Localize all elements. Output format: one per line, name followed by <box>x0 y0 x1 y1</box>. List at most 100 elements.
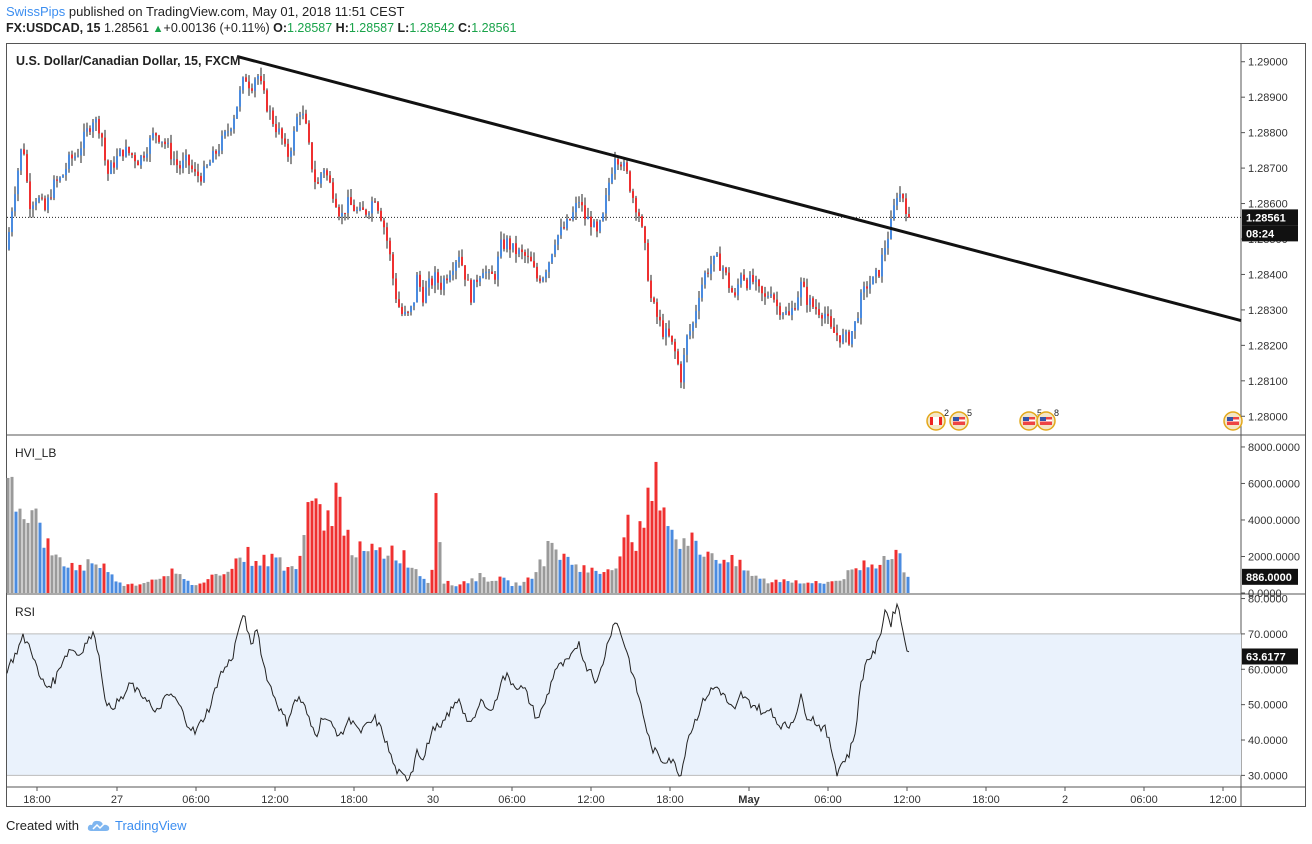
candle-body <box>110 162 112 174</box>
hvi-bar <box>754 575 758 593</box>
candle-body <box>386 227 388 241</box>
candle-body <box>302 113 304 116</box>
candle-body <box>506 238 508 249</box>
candle-body <box>392 254 394 279</box>
candle-body <box>758 279 760 287</box>
hvi-bar <box>298 555 302 593</box>
candle-body <box>368 213 370 215</box>
candle-body <box>404 311 406 315</box>
hvi-bar <box>898 553 902 593</box>
candle-body <box>200 175 202 182</box>
price-axis-tick-label: 1.28800 <box>1248 128 1288 140</box>
hvi-axis-tick-label: 8000.0000 <box>1248 442 1300 454</box>
candle-body <box>383 220 385 228</box>
hvi-bar <box>34 508 38 593</box>
candle-body <box>677 351 679 364</box>
candle-body <box>458 256 460 263</box>
hvi-bar <box>378 547 382 593</box>
author-link[interactable]: SwissPips <box>6 4 66 19</box>
candle-body <box>359 207 361 210</box>
time-axis[interactable]: 18:00 27 06:00 12:00 18:00 30 06:00 12:00 18:00 M… <box>23 787 1237 806</box>
candle-body <box>797 297 799 310</box>
candle-body <box>206 165 208 167</box>
candle-body <box>242 77 244 91</box>
candle-body <box>839 335 841 343</box>
candle-body <box>842 334 844 343</box>
hvi-bar <box>278 557 282 593</box>
hvi-bar <box>702 556 706 593</box>
price-change: +0.00136 (+0.11%) <box>163 21 270 35</box>
hvi-bar <box>714 559 718 593</box>
rsi-axis-tick-label: 30.0000 <box>1248 770 1288 782</box>
rsi-last-tag: 63.6177 <box>1246 651 1286 663</box>
last-price-tag-bg <box>1242 209 1298 226</box>
economic-events[interactable]: 2 5 5 8 <box>926 408 1243 431</box>
hvi-bar <box>838 580 842 593</box>
hvi-bar <box>666 526 670 593</box>
candle-body <box>845 331 847 335</box>
hvi-bar <box>146 581 150 593</box>
candle-body <box>125 147 127 157</box>
hvi-bar <box>402 550 406 593</box>
candle-body <box>80 148 82 156</box>
candle-body <box>869 284 871 289</box>
candle-body <box>71 154 73 159</box>
tradingview-brand: TradingView <box>114 818 187 833</box>
candle-body <box>533 261 535 267</box>
hvi-bar <box>22 519 26 593</box>
close-label: C: <box>458 21 472 35</box>
low-value: 1.28542 <box>409 21 455 35</box>
price-scales[interactable]: 1.29000 1.28900 1.28800 1.28700 1.286001.285… <box>1241 57 1300 783</box>
candle-body <box>485 271 487 274</box>
time-tick-label: 18:00 <box>656 794 684 806</box>
candle-body <box>497 256 499 280</box>
candle-body <box>254 79 256 91</box>
candle-body <box>377 202 379 211</box>
candle-body <box>356 209 358 211</box>
candle-body <box>95 119 97 123</box>
candle-body <box>419 274 421 287</box>
hvi-bar <box>766 583 770 593</box>
candle-body <box>524 252 526 256</box>
candle-body <box>476 279 478 282</box>
candle-body <box>731 288 733 293</box>
candle-body <box>623 162 625 167</box>
candle-body <box>185 154 187 161</box>
candle-body <box>290 150 292 157</box>
hvi-bar <box>522 581 526 593</box>
hvi-bar <box>6 477 10 593</box>
trendline[interactable] <box>236 54 1242 322</box>
candle-body <box>671 335 673 342</box>
hvi-bar <box>194 585 198 593</box>
candle-body <box>665 328 667 337</box>
candle-body <box>341 212 343 217</box>
candle-body <box>221 135 223 151</box>
hvi-bar <box>718 563 722 593</box>
hvi-bar <box>270 553 274 593</box>
created-with-label: Created with <box>6 818 79 833</box>
chart-frame[interactable] <box>6 43 1306 807</box>
candle-body <box>722 267 724 271</box>
tradingview-link[interactable]: TradingView <box>87 818 187 833</box>
candle-body <box>188 154 190 166</box>
publish-info: published on TradingView.com, May 01, 20… <box>68 4 405 19</box>
trendline-layer[interactable] <box>236 54 1242 322</box>
hvi-bar <box>554 549 558 593</box>
candle-body <box>740 274 742 285</box>
candle-body <box>821 315 823 319</box>
candle-body <box>233 118 235 130</box>
candle-body <box>734 292 736 296</box>
low-label: L: <box>397 21 410 35</box>
candle-body <box>830 316 832 327</box>
hvi-bar <box>526 577 530 593</box>
candle-body <box>410 306 412 312</box>
hvi-bar <box>346 529 350 593</box>
event-count: 2 <box>944 408 949 418</box>
candle-body <box>224 131 226 136</box>
candle-body <box>491 271 493 274</box>
hvi-bar <box>566 556 570 593</box>
candle-body <box>230 129 232 132</box>
us-flag-canton <box>953 417 959 421</box>
candle-body <box>578 202 580 204</box>
